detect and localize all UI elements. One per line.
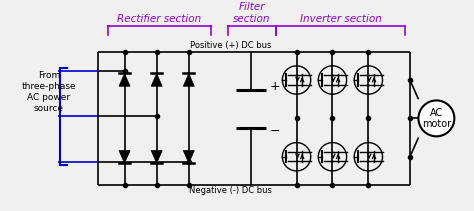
Text: Negative (-) DC bus: Negative (-) DC bus (189, 187, 272, 195)
Polygon shape (151, 150, 162, 163)
Circle shape (419, 100, 455, 136)
Polygon shape (183, 150, 194, 163)
Text: Positive (+) DC bus: Positive (+) DC bus (190, 41, 271, 50)
Polygon shape (183, 73, 194, 86)
Text: From
three-phase
AC power
source: From three-phase AC power source (22, 71, 76, 114)
Text: Filter
section: Filter section (233, 2, 271, 24)
Polygon shape (119, 150, 130, 163)
Polygon shape (151, 73, 162, 86)
Text: +: + (270, 80, 281, 93)
Text: −: − (270, 125, 281, 138)
Text: Inverter section: Inverter section (300, 14, 382, 24)
Polygon shape (119, 73, 130, 86)
Text: AC
motor: AC motor (422, 108, 451, 129)
Text: Rectifier section: Rectifier section (118, 14, 201, 24)
